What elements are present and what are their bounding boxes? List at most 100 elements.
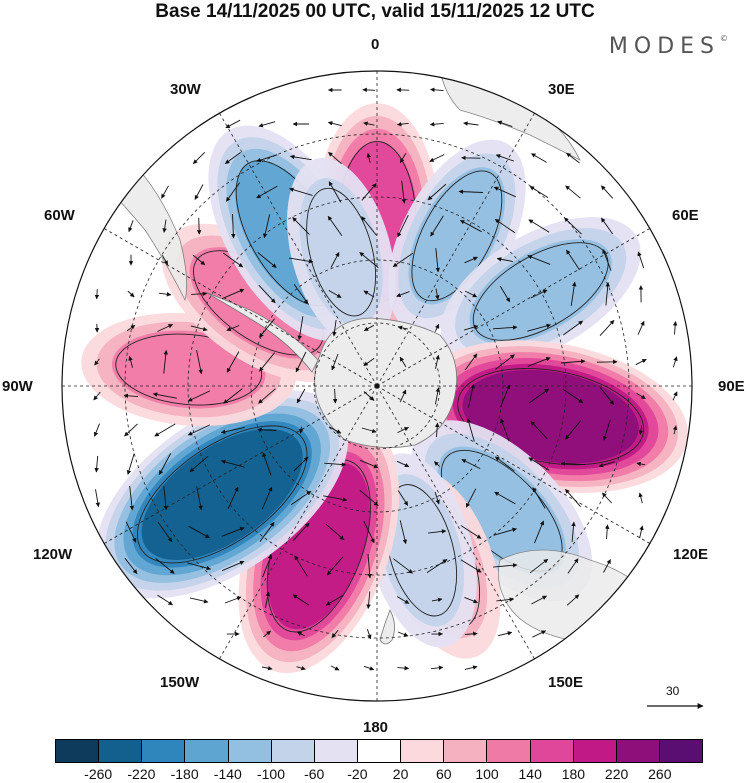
wind-vector bbox=[261, 666, 273, 671]
wind-vector bbox=[93, 391, 101, 401]
wind-vector bbox=[331, 630, 339, 639]
wind-vector bbox=[560, 461, 586, 466]
wind-vector bbox=[397, 215, 409, 238]
wind-vector bbox=[187, 424, 210, 436]
anomaly-contour bbox=[437, 446, 566, 575]
wind-vector bbox=[529, 388, 550, 404]
wind-vector bbox=[463, 121, 479, 126]
wind-vector bbox=[227, 486, 239, 510]
wind-vector bbox=[154, 423, 176, 437]
wind-vector bbox=[161, 185, 169, 199]
wind-vector bbox=[494, 491, 516, 505]
wind-vector bbox=[330, 252, 340, 268]
wind-vector bbox=[264, 591, 271, 609]
wind-vector bbox=[496, 597, 515, 602]
wind-vector bbox=[463, 324, 479, 331]
wind-vector bbox=[359, 459, 379, 469]
wind-vector bbox=[125, 521, 137, 543]
wind-vector bbox=[602, 248, 612, 271]
wind-vector bbox=[189, 597, 209, 604]
wind-vector bbox=[464, 631, 478, 637]
wind-vector bbox=[672, 321, 678, 335]
wind-vector bbox=[189, 455, 209, 473]
wind-vector bbox=[220, 459, 245, 468]
wind-vector bbox=[399, 356, 407, 368]
wind-vector bbox=[392, 252, 414, 268]
wind-vector bbox=[566, 249, 580, 271]
lon-label-60w: 60W bbox=[44, 207, 75, 224]
wind-vector bbox=[435, 354, 440, 369]
anomaly-contour-line bbox=[115, 333, 263, 406]
wind-vector bbox=[363, 290, 375, 298]
colorbar-ticks: -260 -220 -180 -140 -100 -60 -20 20 60 100 140 180 2… bbox=[0, 766, 750, 783]
wind-vector bbox=[327, 215, 343, 237]
wind-vector bbox=[332, 388, 338, 404]
wind-vector bbox=[224, 152, 241, 164]
wind-vector bbox=[257, 427, 277, 432]
wind-vector bbox=[431, 597, 443, 603]
wind-vector bbox=[494, 218, 516, 234]
wind-vector bbox=[397, 325, 408, 330]
wind-vector bbox=[399, 520, 408, 545]
colorbar-tick-label: -100 bbox=[256, 766, 286, 782]
brand-logo: MODES© bbox=[608, 34, 728, 59]
antarctica-land bbox=[314, 317, 458, 448]
meridian-line bbox=[104, 385, 378, 544]
colorbar-swatch bbox=[271, 740, 315, 762]
wind-vector bbox=[530, 289, 548, 299]
wind-vector bbox=[127, 290, 135, 298]
wind-vector bbox=[496, 257, 513, 262]
wind-vector bbox=[257, 252, 277, 268]
wind-vector bbox=[528, 219, 550, 233]
wind-vector bbox=[191, 291, 208, 297]
colorbar-tick-label: 60 bbox=[436, 766, 452, 782]
meridian-line bbox=[104, 228, 378, 387]
wind-vector bbox=[495, 456, 515, 472]
wind-vector bbox=[163, 486, 169, 511]
wind-vector bbox=[493, 186, 516, 198]
wind-vector bbox=[262, 452, 272, 476]
wind-vector bbox=[157, 594, 173, 606]
wind-vector bbox=[434, 387, 441, 405]
wind-vector bbox=[532, 630, 547, 638]
lon-label-180: 180 bbox=[363, 719, 389, 736]
lon-label-120e: 120E bbox=[673, 546, 709, 563]
wind-vector bbox=[464, 256, 478, 264]
wind-vector bbox=[157, 521, 173, 543]
wind-vector bbox=[226, 351, 240, 373]
lon-label-0: 0 bbox=[371, 36, 380, 53]
wind-vector bbox=[397, 426, 409, 434]
wind-vector bbox=[263, 630, 271, 638]
wind-vector bbox=[396, 121, 409, 127]
wind-vector bbox=[297, 316, 304, 341]
wind-vector bbox=[187, 390, 211, 402]
wind-vector bbox=[294, 555, 308, 577]
wind-vector bbox=[492, 325, 518, 330]
wind-vector bbox=[435, 288, 440, 300]
anomaly-contour bbox=[408, 167, 506, 305]
wind-vector bbox=[672, 391, 678, 401]
wind-vector bbox=[158, 453, 172, 475]
graticule bbox=[62, 71, 692, 701]
wind-vector bbox=[393, 558, 413, 574]
new-zealand-land bbox=[379, 609, 395, 645]
wind-vector bbox=[364, 665, 375, 671]
wind-vector bbox=[366, 591, 371, 609]
wind-vector bbox=[363, 391, 375, 401]
wind-vector bbox=[571, 521, 576, 542]
wind-vector bbox=[397, 490, 409, 506]
wind-vector bbox=[635, 358, 647, 366]
wind-vector bbox=[433, 461, 440, 467]
wind-vector bbox=[128, 220, 134, 233]
wind-vector bbox=[500, 384, 511, 408]
wind-vector bbox=[534, 520, 545, 544]
wind-vector bbox=[638, 425, 644, 435]
wind-vector bbox=[163, 349, 169, 374]
wind-vector bbox=[328, 426, 342, 434]
colorbar-swatch bbox=[314, 740, 358, 762]
lon-label-30e: 30E bbox=[548, 81, 575, 98]
wind-vector bbox=[192, 151, 206, 165]
wind-vector bbox=[296, 388, 306, 404]
wind-vector bbox=[221, 560, 245, 572]
